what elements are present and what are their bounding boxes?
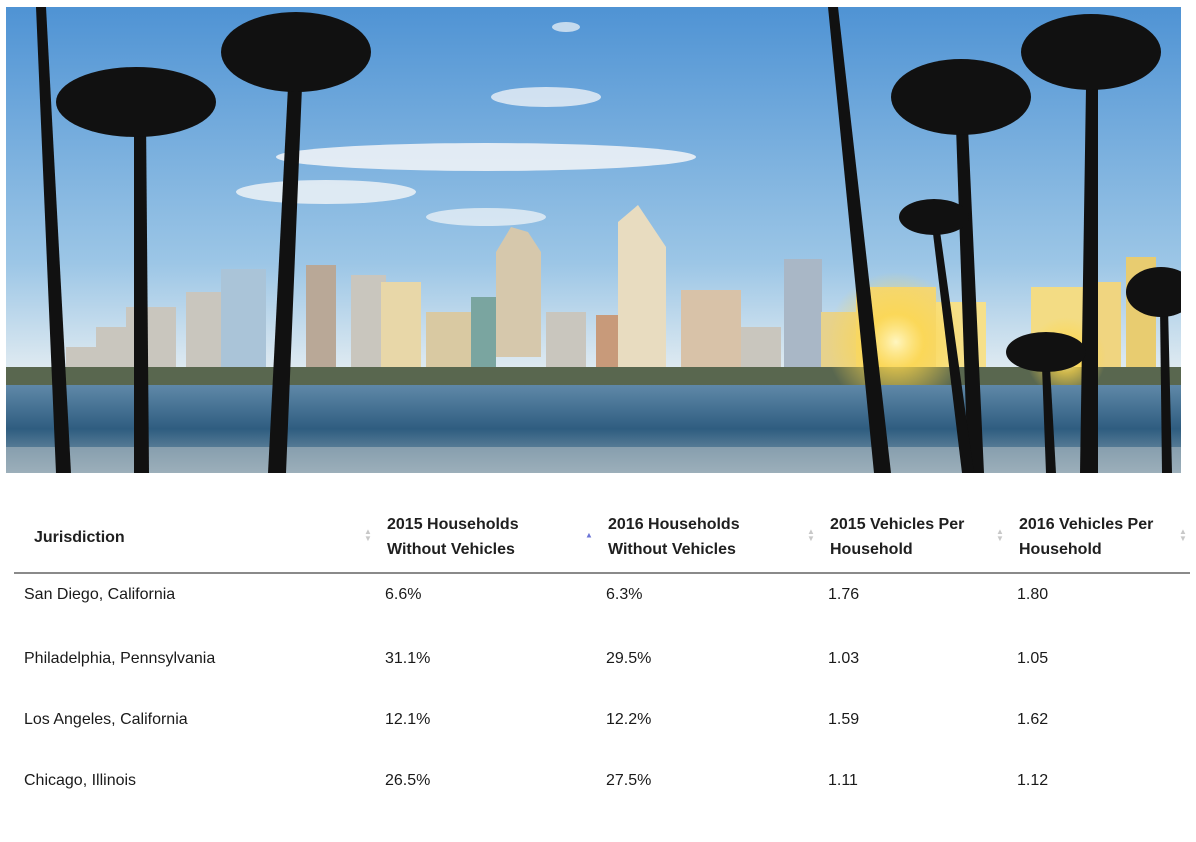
column-header-2016-households-without-vehicles[interactable]: 2016 Households Without Vehicles ▲ ▼ bbox=[596, 497, 818, 574]
table-row: Philadelphia, Pennsylvania 31.1% 29.5% 1… bbox=[14, 628, 1190, 689]
cell-2016-households-without-vehicles: 29.5% bbox=[606, 649, 652, 667]
sort-icon[interactable]: ▲ ▼ bbox=[1179, 526, 1187, 543]
column-header-label: Jurisdiction bbox=[34, 528, 125, 546]
table-header: Jurisdiction ▲ ▼ 2015 Households Without … bbox=[14, 497, 1190, 574]
column-header-label: 2015 Households Without Vehicles bbox=[387, 516, 519, 558]
table-row: San Diego, California 6.6% 6.3% 1.76 1.8… bbox=[14, 573, 1190, 628]
column-header-2016-vehicles-per-household[interactable]: 2016 Vehicles Per Household ▲ ▼ bbox=[1007, 497, 1190, 574]
table-header-row: Jurisdiction ▲ ▼ 2015 Households Without … bbox=[14, 497, 1190, 574]
column-header-label: 2016 Households Without Vehicles bbox=[608, 516, 740, 558]
cell-2016-households-without-vehicles: 12.2% bbox=[606, 710, 652, 728]
cell-jurisdiction: San Diego, California bbox=[24, 586, 176, 603]
vehicle-ownership-table-container: Jurisdiction ▲ ▼ 2015 Households Without … bbox=[14, 497, 1190, 811]
cell-2015-vehicles-per-household: 1.11 bbox=[828, 771, 858, 789]
column-header-2015-vehicles-per-household[interactable]: 2015 Vehicles Per Household ▲ ▼ bbox=[818, 497, 1007, 574]
cell-2016-households-without-vehicles: 27.5% bbox=[606, 771, 652, 789]
cell-2015-vehicles-per-household: 1.76 bbox=[828, 586, 860, 603]
cell-2015-households-without-vehicles: 12.1% bbox=[385, 710, 431, 728]
table-row: Chicago, Illinois 26.5% 27.5% 1.11 1.12 bbox=[14, 750, 1190, 811]
sort-icon[interactable]: ▲ ▼ bbox=[364, 526, 372, 543]
cell-2016-vehicles-per-household: 1.12 bbox=[1017, 771, 1049, 789]
cell-jurisdiction: Chicago, Illinois bbox=[24, 771, 137, 789]
city-skyline-illustration bbox=[6, 7, 1181, 473]
column-header-jurisdiction[interactable]: Jurisdiction ▲ ▼ bbox=[14, 497, 375, 574]
cell-2016-vehicles-per-household: 1.05 bbox=[1017, 649, 1049, 667]
table-body: San Diego, California 6.6% 6.3% 1.76 1.8… bbox=[14, 573, 1190, 811]
cell-jurisdiction: Los Angeles, California bbox=[24, 710, 188, 728]
cell-2015-households-without-vehicles: 26.5% bbox=[385, 771, 431, 789]
hero-image bbox=[6, 7, 1181, 473]
table-row: Los Angeles, California 12.1% 12.2% 1.59… bbox=[14, 689, 1190, 750]
cell-2015-vehicles-per-household: 1.59 bbox=[828, 710, 860, 728]
cell-2016-vehicles-per-household: 1.80 bbox=[1017, 586, 1049, 603]
column-header-label: 2015 Vehicles Per Household bbox=[830, 516, 965, 558]
sort-ascending-icon[interactable]: ▲ bbox=[585, 530, 593, 539]
cell-2015-vehicles-per-household: 1.03 bbox=[828, 649, 860, 667]
column-header-label: 2016 Vehicles Per Household bbox=[1019, 516, 1154, 558]
sort-icon[interactable]: ▲ ▼ bbox=[807, 526, 815, 543]
cell-2016-vehicles-per-household: 1.62 bbox=[1017, 710, 1049, 728]
column-header-2015-households-without-vehicles[interactable]: 2015 Households Without Vehicles ▲ bbox=[375, 497, 596, 574]
cell-2015-households-without-vehicles: 6.6% bbox=[385, 586, 422, 603]
cell-jurisdiction: Philadelphia, Pennsylvania bbox=[24, 649, 216, 667]
cell-2015-households-without-vehicles: 31.1% bbox=[385, 649, 431, 667]
sort-icon[interactable]: ▲ ▼ bbox=[996, 526, 1004, 543]
vehicle-ownership-table: Jurisdiction ▲ ▼ 2015 Households Without … bbox=[14, 497, 1190, 811]
cell-2016-households-without-vehicles: 6.3% bbox=[606, 586, 643, 603]
